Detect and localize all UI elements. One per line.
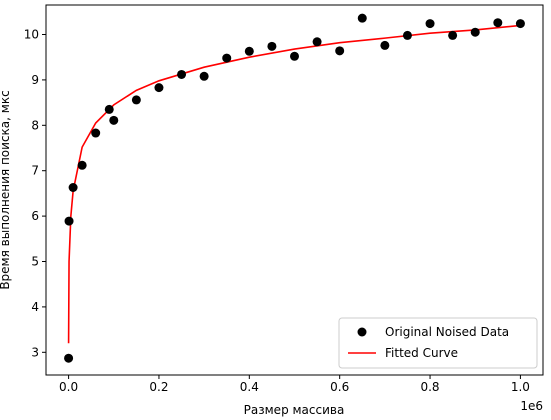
data-point — [290, 51, 299, 61]
data-point — [177, 69, 187, 79]
data-point — [77, 160, 87, 170]
data-point — [64, 353, 74, 363]
y-tick-label: 5 — [31, 255, 39, 269]
x-tick-label: 1.0 — [511, 380, 530, 394]
legend: Original Noised Data Fitted Curve — [338, 317, 538, 369]
data-point — [68, 183, 78, 193]
data-point — [154, 83, 164, 93]
x-tick-label: 0.4 — [240, 380, 259, 394]
y-tick-label: 8 — [31, 118, 39, 132]
data-point — [470, 27, 480, 37]
plot-area — [46, 5, 543, 375]
data-point — [357, 13, 367, 23]
data-point — [244, 46, 254, 56]
data-point — [267, 41, 277, 51]
fitted-curve-line — [67, 24, 521, 344]
data-point — [425, 19, 435, 29]
x-tick-label: 0.8 — [420, 380, 439, 394]
data-point — [335, 46, 345, 56]
legend-box — [338, 317, 538, 369]
data-points — [64, 13, 525, 363]
y-tick-label: 4 — [31, 300, 39, 314]
data-point — [64, 216, 74, 226]
data-point — [91, 128, 101, 138]
y-tick-label: 7 — [31, 164, 39, 178]
y-tick-label: 6 — [31, 209, 39, 223]
data-point — [312, 37, 322, 47]
legend-marker-points — [357, 327, 367, 337]
x-tick-label: 0.0 — [59, 380, 78, 394]
y-axis: 3 4 5 6 7 8 9 10 — [24, 28, 46, 359]
x-offset-label: 1e6 — [520, 399, 543, 413]
x-tick-label: 0.6 — [330, 380, 349, 394]
data-point — [515, 19, 525, 29]
x-tick-label: 0.2 — [149, 380, 168, 394]
data-point — [222, 53, 232, 63]
y-tick-label: 10 — [24, 28, 39, 42]
legend-label-line: Fitted Curve — [385, 346, 458, 360]
data-point — [448, 30, 458, 40]
legend-label-points: Original Noised Data — [385, 325, 509, 339]
data-point — [380, 40, 390, 50]
data-point — [104, 104, 114, 114]
data-point — [131, 95, 141, 105]
x-axis: 0.0 0.2 0.4 0.6 0.8 1.0 — [59, 375, 530, 394]
y-axis-label: Время выполнения поиска, мкс — [0, 90, 12, 289]
plot-frame — [45, 4, 544, 376]
x-axis-label: Размер массива — [244, 403, 345, 417]
data-point — [199, 71, 209, 81]
data-point — [109, 115, 119, 125]
data-point — [402, 30, 412, 40]
y-tick-label: 9 — [31, 73, 39, 87]
data-point — [493, 18, 503, 28]
y-tick-label: 3 — [31, 345, 39, 359]
